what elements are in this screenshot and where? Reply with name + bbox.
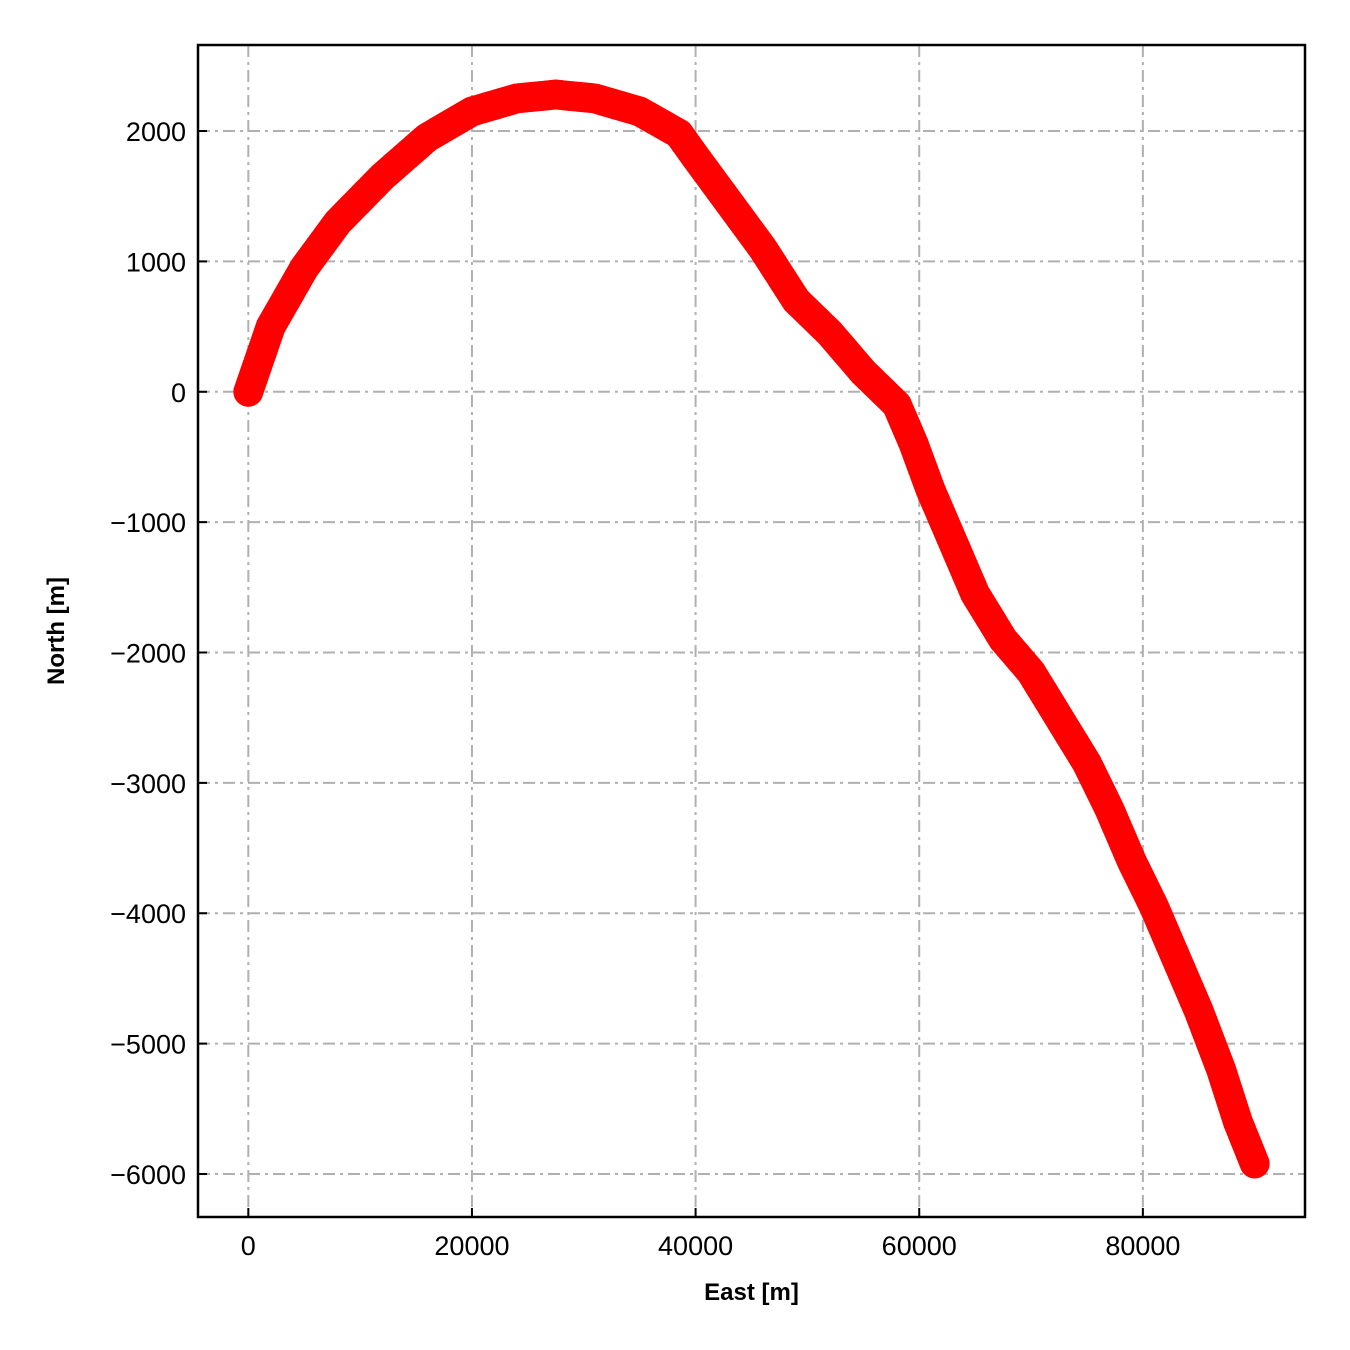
y-tick-label: 1000	[126, 247, 186, 277]
axis-ticks: 0 20000 40000 60000 80000 2000 1000 0 −1000 −2000…	[110, 117, 1180, 1261]
x-tick-label: 80000	[1105, 1231, 1180, 1261]
y-tick-label: −4000	[110, 899, 186, 929]
plot-frame	[196, 43, 1307, 1219]
y-tick-label: −5000	[110, 1030, 186, 1060]
x-tick-label: 40000	[658, 1231, 733, 1261]
y-tick-label: −3000	[110, 769, 186, 799]
x-tick-label: 20000	[434, 1231, 509, 1261]
x-tick-label: 0	[241, 1231, 256, 1261]
data-point	[1239, 1148, 1270, 1179]
y-tick-label: 2000	[126, 117, 186, 147]
x-axis-label: East [m]	[704, 1279, 799, 1306]
y-tick-label: −2000	[110, 639, 186, 669]
y-tick-label: −1000	[110, 508, 186, 538]
x-tick-label: 60000	[882, 1231, 957, 1261]
y-tick-label: 0	[171, 378, 186, 408]
data-series	[233, 79, 1270, 1179]
y-tick-label: −6000	[110, 1160, 186, 1190]
y-axis-label: North [m]	[43, 577, 70, 685]
grid-lines	[198, 45, 1305, 1217]
